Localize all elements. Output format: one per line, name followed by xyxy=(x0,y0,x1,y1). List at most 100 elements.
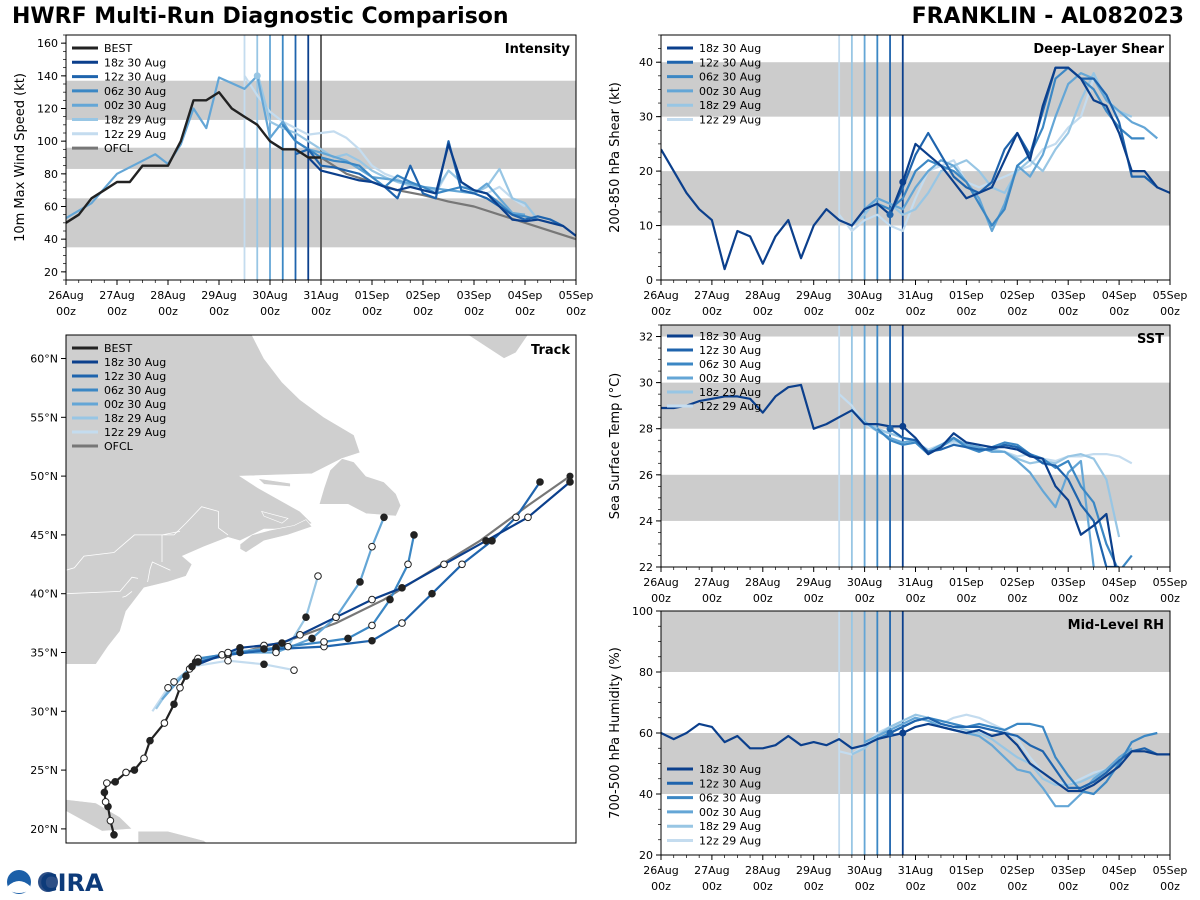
track-marker xyxy=(308,634,316,643)
track-marker xyxy=(103,779,111,787)
x-tick-label: 00z xyxy=(753,880,773,893)
track-line-12z-29-aug xyxy=(151,659,295,712)
track-marker xyxy=(356,578,364,586)
y-tick-label: 22 xyxy=(639,561,653,574)
x-tick-label: 00z xyxy=(1109,880,1129,893)
track-marker xyxy=(146,736,154,745)
legend-label: 06z 30 Aug xyxy=(104,384,166,397)
panel-sst: 22 24 26 28 30 32 26Aug 00z 27Aug 00z 28Aug 00z 29Au… xyxy=(608,324,1187,605)
x-tick-label: 27Aug xyxy=(694,576,729,589)
series-line-12z-29-aug xyxy=(838,713,1107,787)
legend-label: 12z 29 Aug xyxy=(699,835,761,848)
x-tick-label: 00z xyxy=(906,305,926,318)
legend-label: 18z 29 Aug xyxy=(699,99,761,112)
shaded-band xyxy=(661,382,1170,429)
y-tick-label: 160 xyxy=(37,37,58,50)
track-marker xyxy=(296,631,304,639)
track-marker xyxy=(224,656,232,665)
main-title: HWRF Multi-Run Diagnostic Comparison xyxy=(12,4,509,29)
track-marker xyxy=(284,642,292,651)
series-group xyxy=(661,66,1170,271)
x-tick-label: 00z xyxy=(209,305,229,318)
x-tick-label: 29Aug xyxy=(201,289,236,302)
series-group xyxy=(661,383,1133,567)
series-group xyxy=(66,72,576,241)
x-tick-label: 02Sep xyxy=(1000,576,1035,589)
x-tick-label: 04Sep xyxy=(1102,864,1137,877)
x-tick-label: 00z xyxy=(515,305,535,318)
x-tick-label: 03Sep xyxy=(457,289,492,302)
x-tick-label: 00z xyxy=(855,305,875,318)
series-line-00z-30-aug xyxy=(864,716,1133,808)
x-tick-label: 00z xyxy=(107,305,127,318)
track-marker xyxy=(302,613,310,622)
track-marker xyxy=(160,719,169,727)
x-tick-label: 00z xyxy=(804,305,824,318)
legend-label: 18z 29 Aug xyxy=(699,386,761,399)
lat-tick-label: 55°N xyxy=(30,411,58,424)
series-line-12z-30-aug xyxy=(889,66,1159,216)
y-tick-label: 60 xyxy=(44,201,58,214)
y-axis-label: Sea Surface Temp (°C) xyxy=(608,373,623,520)
x-tick-label: 00z xyxy=(651,880,671,893)
x-tick-label: 00z xyxy=(1058,880,1078,893)
legend-label: 06z 30 Aug xyxy=(699,358,761,371)
x-tick-label: 31Aug xyxy=(898,864,933,877)
x-tick-label: 00z xyxy=(855,592,875,605)
legend-label: 12z 30 Aug xyxy=(699,777,761,790)
y-tick-label: 0 xyxy=(646,274,653,287)
x-tick-label: 05Sep xyxy=(1153,864,1188,877)
land-mass xyxy=(226,847,245,853)
track-marker xyxy=(524,513,532,522)
x-tick-label: 00z xyxy=(753,592,773,605)
y-tick-label: 28 xyxy=(639,423,653,436)
legend-label: 12z 29 Aug xyxy=(699,114,761,127)
x-tick-label: 00z xyxy=(1007,305,1027,318)
x-tick-label: 31Aug xyxy=(303,289,338,302)
legend-label: OFCL xyxy=(104,142,134,155)
x-tick-label: 00z xyxy=(1007,880,1027,893)
y-tick-label: 32 xyxy=(639,331,653,344)
x-tick-label: 30Aug xyxy=(847,576,882,589)
lat-tick-label: 30°N xyxy=(30,705,58,718)
lat-tick-label: 25°N xyxy=(30,764,58,777)
legend-label: 12z 30 Aug xyxy=(699,56,761,69)
land-mass xyxy=(261,510,289,524)
x-tick-label: 00z xyxy=(957,592,977,605)
track-marker xyxy=(164,683,172,692)
x-tick-label: 00z xyxy=(804,880,824,893)
land-mass xyxy=(318,458,402,517)
x-tick-label: 04Sep xyxy=(508,289,543,302)
series-line-06z-30-aug xyxy=(281,124,539,221)
y-axis-label: 700-500 hPa Humidity (%) xyxy=(608,647,623,819)
x-tick-label: 00z xyxy=(702,880,722,893)
track-marker xyxy=(101,798,110,806)
legend-label: 06z 30 Aug xyxy=(104,85,166,98)
legend-label: 00z 30 Aug xyxy=(104,398,166,411)
x-tick-label: 29Aug xyxy=(796,289,831,302)
track-marker xyxy=(368,621,376,630)
x-tick-label: 28Aug xyxy=(745,289,780,302)
track-marker xyxy=(512,513,520,522)
x-tick-label: 28Aug xyxy=(150,289,185,302)
panel-title: Mid-Level RH xyxy=(1068,618,1164,633)
legend-label: 12z 30 Aug xyxy=(699,344,761,357)
state-border xyxy=(66,506,229,571)
y-axis-label: 10m Max Wind Speed (kt) xyxy=(13,73,28,242)
legend-label: 18z 30 Aug xyxy=(699,763,761,776)
x-tick-label: 00z xyxy=(158,305,178,318)
track-marker xyxy=(260,660,268,669)
y-tick-label: 80 xyxy=(44,168,58,181)
track-marker xyxy=(386,595,394,604)
series-line-18z-30-aug xyxy=(661,722,1170,793)
x-tick-label: 00z xyxy=(1160,880,1180,893)
track-marker xyxy=(182,672,190,680)
x-tick-label: 00z xyxy=(957,305,977,318)
track-marker xyxy=(380,513,388,522)
panel-rh: 20 40 60 80 100 26Aug 00z 27Aug 00z 28Aug 00z 29Aug… xyxy=(608,605,1187,893)
x-tick-label: 00z xyxy=(651,305,671,318)
x-tick-label: 00z xyxy=(906,592,926,605)
track-marker xyxy=(130,766,139,774)
legend-label: 18z 30 Aug xyxy=(104,56,166,69)
x-tick-label: 00z xyxy=(702,592,722,605)
